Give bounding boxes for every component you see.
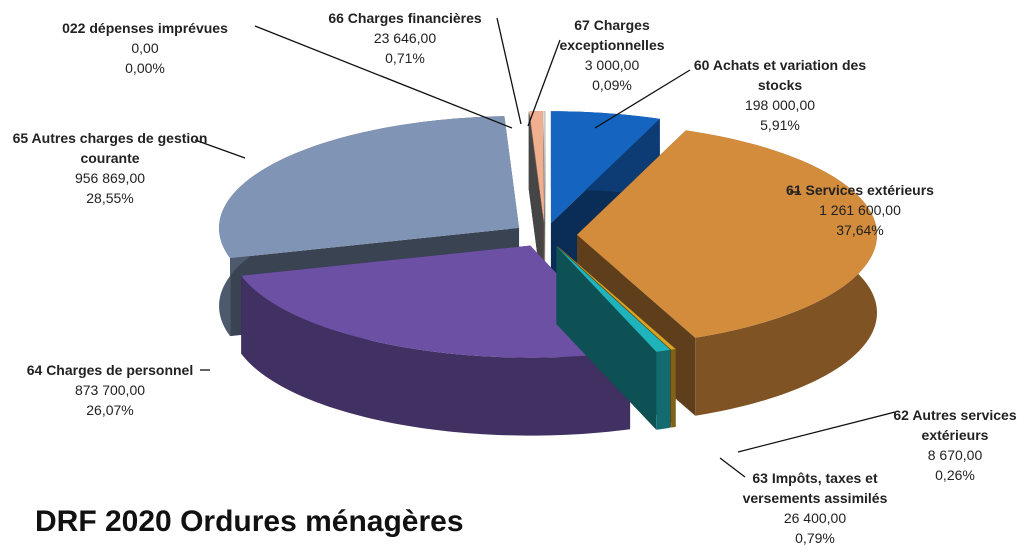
leader-line [254,25,513,129]
percent-label: 0,09% [592,77,632,93]
category-label: 64 Charges de personnel [26,362,194,378]
value-label: 198 000,00 [744,97,816,113]
slice [528,111,544,302]
leader-line [527,39,561,127]
percent-label: 26,07% [86,402,134,418]
percent-label: 5,91% [760,117,800,133]
percent-label: 0,79% [795,530,835,546]
value-label: 0,00 [131,40,159,56]
slice [543,111,546,302]
chart-title: DRF 2020 Ordures ménagères [35,505,464,538]
percent-label: 37,64% [836,222,884,238]
percent-label: 0,26% [935,467,975,483]
slice-top [550,111,660,224]
value-label: 26 400,00 [783,510,847,526]
category-label: 62 Autres services extérieurs [893,407,1017,443]
slice-top [241,245,631,358]
value-label: 956 869,00 [74,170,146,186]
data-label: 63 Impôts, taxes et versements assimilés… [730,468,900,548]
leader-line [194,139,246,159]
slice-top [543,111,546,224]
category-label: 022 dépenses imprévues [62,20,228,36]
category-label: 65 Autres charges de gestion courante [12,130,208,166]
value-label: 3 000,00 [584,57,640,73]
value-label: 8 670,00 [927,447,983,463]
category-label: 63 Impôts, taxes et versements assimilés [742,470,888,506]
category-label: 67 Charges exceptionnelles [559,17,665,53]
slice-top [576,130,877,338]
slice-wall [528,111,544,302]
slice-top [557,246,676,350]
data-label: 60 Achats et variation des stocks 198 000… [685,55,875,135]
category-label: 61 Services extérieurs [786,182,934,198]
slice-side [241,275,631,436]
category-label: 66 Charges financières [328,10,482,26]
data-label: 65 Autres charges de gestion courante 956… [10,128,210,208]
percent-label: 0,00% [125,60,165,76]
data-label: 64 Charges de personnel 873 700,00 26,07% [10,360,210,420]
slice-top [556,246,671,352]
slice-wall [556,246,657,430]
slice-top [219,116,520,259]
slice-side [656,349,671,430]
data-label: 61 Services extérieurs 1 261 600,00 37,64% [760,180,960,240]
value-label: 23 646,00 [373,30,437,46]
leader-line [594,69,691,129]
data-label: 66 Charges financières 23 646,00 0,71% [305,8,505,68]
slice-side [671,348,676,428]
category-label: 60 Achats et variation des stocks [693,57,867,93]
percent-label: 0,71% [385,50,425,66]
percent-label: 28,55% [86,190,134,206]
slice-top [529,111,545,224]
leader-line [719,457,746,478]
value-label: 1 261 600,00 [819,202,901,218]
leader-line [737,411,896,453]
value-label: 873 700,00 [74,382,146,398]
slice [556,246,671,430]
data-label: 62 Autres services extérieurs 8 670,00 0,2… [885,405,1025,485]
data-label: 67 Charges exceptionnelles 3 000,00 0,09% [557,15,667,95]
slice-top [528,111,544,224]
data-label: 022 dépenses imprévues 0,00 0,00% [25,18,265,78]
leader-line [496,17,522,125]
